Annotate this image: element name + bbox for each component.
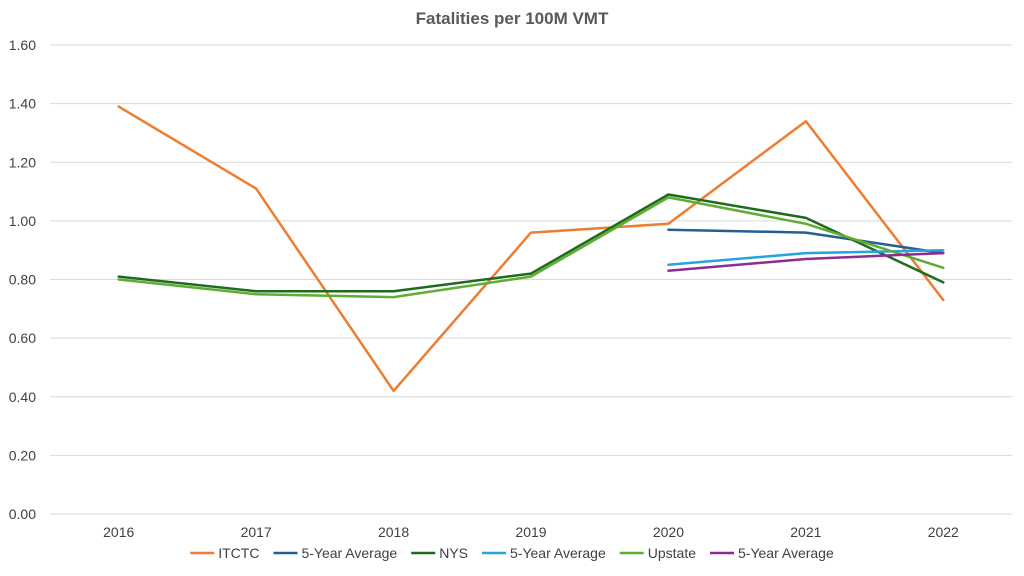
x-tick-label: 2016	[103, 524, 134, 540]
chart-title: Fatalities per 100M VMT	[416, 9, 609, 28]
x-tick-label: 2020	[653, 524, 684, 540]
y-tick-label: 0.80	[9, 272, 36, 288]
series-lines	[117, 105, 945, 393]
legend-item: Upstate	[619, 545, 696, 561]
series-line-6	[667, 251, 945, 272]
y-tick-label: 0.40	[9, 389, 36, 405]
legend-label: Upstate	[648, 545, 696, 561]
legend-item: 5-Year Average	[710, 545, 834, 561]
y-tick-label: 0.20	[9, 447, 36, 463]
gridlines	[50, 44, 1012, 515]
legend-item: 5-Year Average	[273, 545, 397, 561]
legend-item: ITCTC	[190, 545, 259, 561]
legend-label: NYS	[439, 545, 468, 561]
legend-label: 5-Year Average	[301, 545, 397, 561]
y-axis: 0.00 0.20 0.40 0.60 0.80 1.00 1.20 1.40 1.60	[9, 37, 36, 522]
series-line-2	[667, 228, 945, 255]
legend-label: 5-Year Average	[510, 545, 606, 561]
x-tick-label: 2017	[241, 524, 272, 540]
y-tick-label: 0.00	[9, 506, 36, 522]
x-tick-label: 2019	[515, 524, 546, 540]
series-line-1	[117, 105, 945, 393]
legend-label: ITCTC	[218, 545, 259, 561]
x-tick-label: 2018	[378, 524, 409, 540]
x-tick-label: 2022	[928, 524, 959, 540]
x-tick-label: 2021	[790, 524, 821, 540]
legend-label: 5-Year Average	[738, 545, 834, 561]
series-line-4	[667, 248, 945, 267]
y-tick-label: 0.60	[9, 330, 36, 346]
y-tick-label: 1.00	[9, 213, 36, 229]
y-tick-label: 1.60	[9, 37, 36, 53]
y-tick-label: 1.40	[9, 96, 36, 112]
legend-item: 5-Year Average	[482, 545, 606, 561]
series-line-5	[117, 196, 945, 299]
y-tick-label: 1.20	[9, 154, 36, 170]
legend-item: NYS	[411, 545, 468, 561]
x-axis: 2016 2017 2018 2019 2020 2021 2022	[103, 524, 959, 540]
legend: ITCTC 5-Year Average NYS 5-Year Average Upst…	[190, 545, 834, 561]
series-line-3	[117, 193, 945, 293]
